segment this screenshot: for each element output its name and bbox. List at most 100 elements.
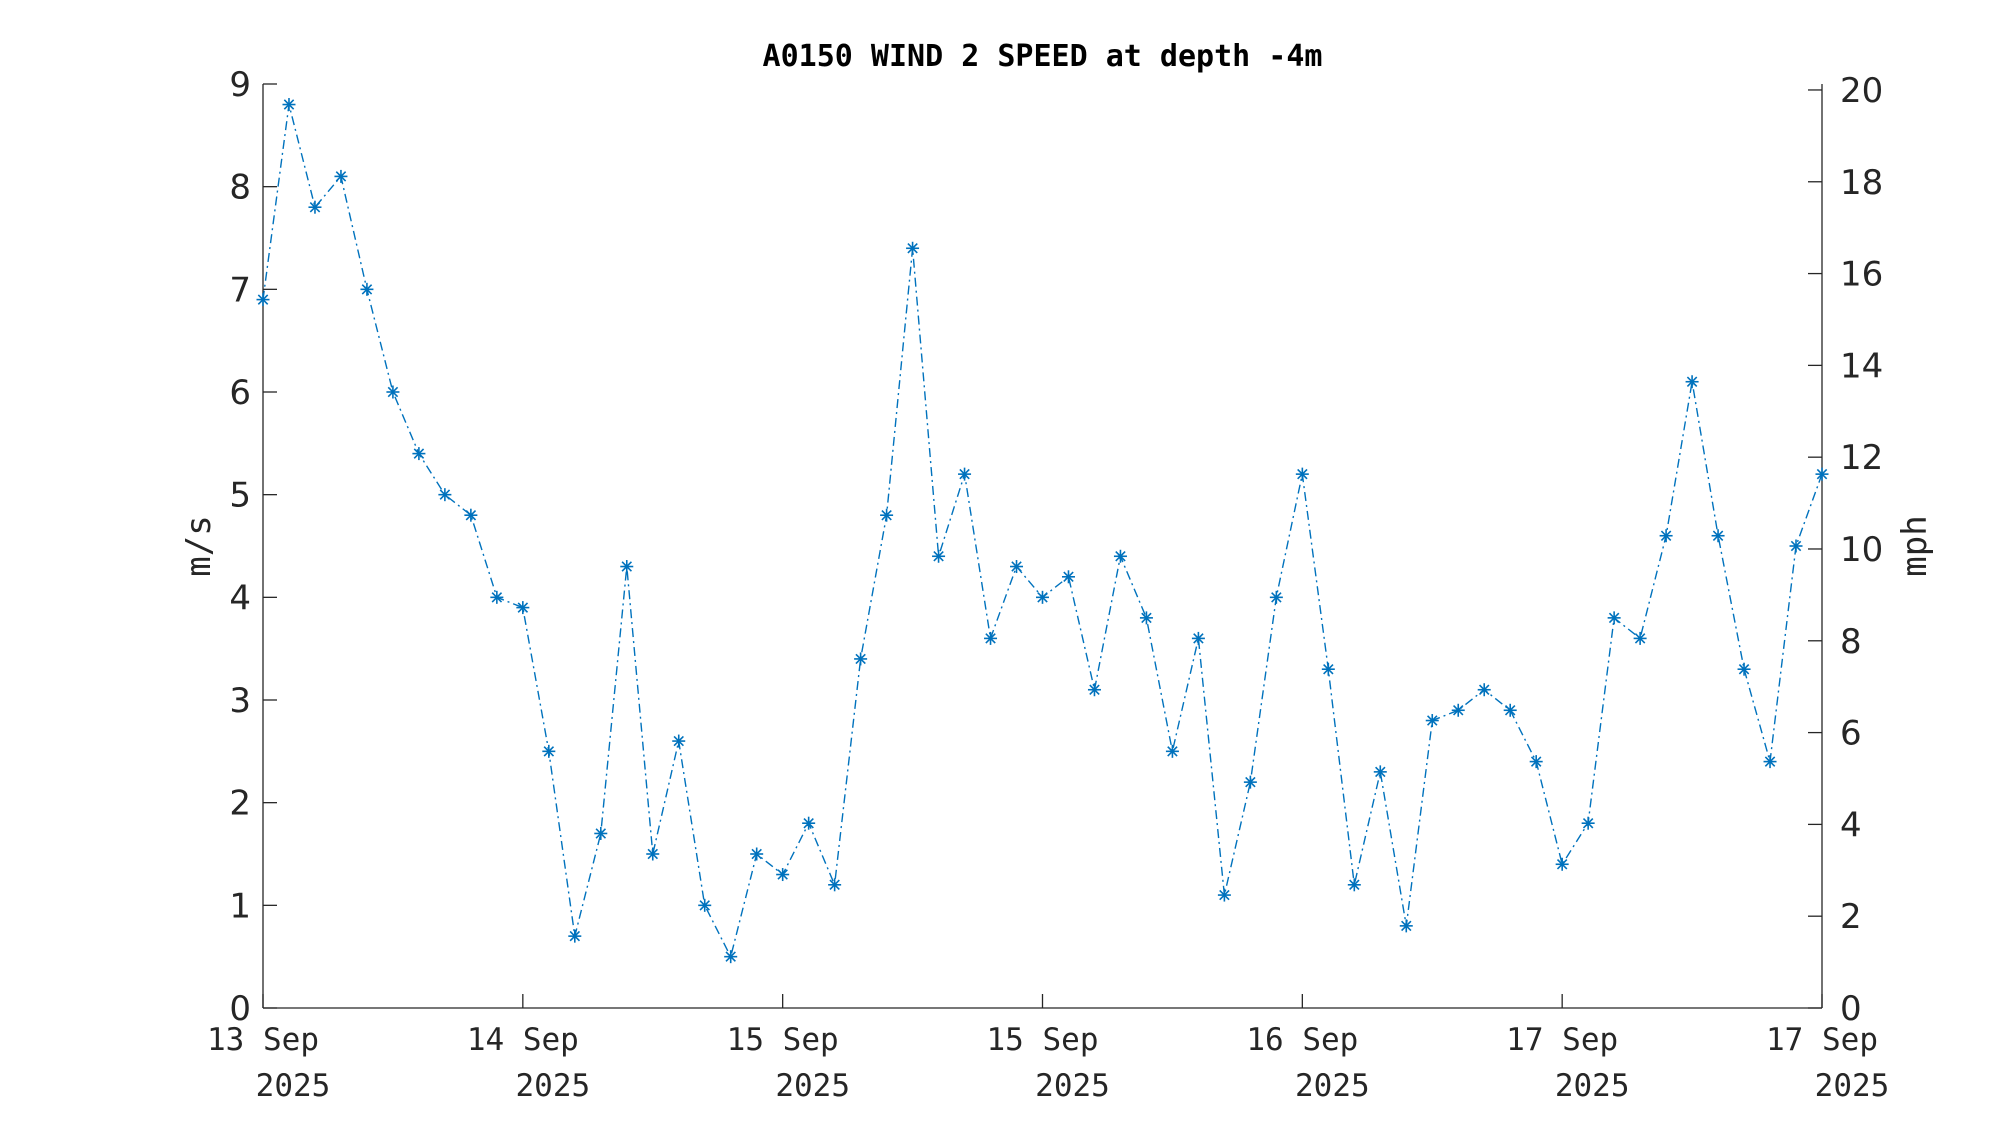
data-point: [906, 241, 920, 255]
data-point: [1555, 857, 1569, 871]
data-point: [880, 508, 894, 522]
data-point: [1789, 539, 1803, 553]
data-point: [542, 744, 556, 758]
data-point: [1659, 529, 1673, 543]
data-point: [1633, 631, 1647, 645]
y-axis-label-left: m/s: [179, 515, 219, 576]
data-point: [256, 293, 270, 307]
data-point: [412, 447, 426, 461]
y-tick-label-left: 6: [229, 373, 251, 413]
x-tick-label-date: 16 Sep: [1246, 1022, 1358, 1058]
data-point: [1087, 683, 1101, 697]
y-tick-label-left: 2: [229, 784, 251, 824]
y-tick-label-left: 3: [229, 681, 251, 721]
x-tick-label-date: 17 Sep: [1766, 1022, 1878, 1058]
data-point: [620, 560, 634, 574]
data-point: [854, 652, 868, 666]
data-point: [776, 868, 790, 882]
y-tick-label-left: 0: [229, 989, 251, 1029]
data-point: [1347, 878, 1361, 892]
y-tick-label-left: 1: [229, 886, 251, 926]
y-tick-label-left: 5: [229, 476, 251, 516]
data-point: [334, 169, 348, 183]
data-point: [1815, 467, 1829, 481]
data-point: [698, 898, 712, 912]
x-tick-label-year: 2025: [1555, 1068, 1630, 1104]
data-point: [828, 878, 842, 892]
data-point: [386, 385, 400, 399]
data-point: [724, 950, 738, 964]
data-point: [1763, 755, 1777, 769]
data-point: [464, 508, 478, 522]
x-tick-label-date: 17 Sep: [1506, 1022, 1618, 1058]
y-tick-label-right: 12: [1840, 438, 1883, 478]
y-tick-label-right: 8: [1840, 622, 1862, 662]
y-tick-label-right: 14: [1840, 346, 1883, 386]
x-tick-label-year: 2025: [516, 1068, 591, 1104]
y-tick-label-right: 2: [1840, 897, 1862, 937]
data-point: [1373, 765, 1387, 779]
y-axis-label-right: mph: [1895, 515, 1935, 576]
data-point: [1295, 467, 1309, 481]
y-tick-label-right: 10: [1840, 530, 1883, 570]
data-point: [1607, 611, 1621, 625]
x-tick-label-year: 2025: [1035, 1068, 1110, 1104]
y-tick-label-right: 4: [1840, 805, 1862, 845]
data-point: [1477, 683, 1491, 697]
y-tick-label-left: 9: [229, 65, 251, 105]
data-point: [932, 549, 946, 563]
data-point: [1711, 529, 1725, 543]
data-point: [568, 929, 582, 943]
data-point: [1010, 560, 1024, 574]
data-point: [1737, 662, 1751, 676]
data-point: [1399, 919, 1413, 933]
y-tick-label-left: 7: [229, 270, 251, 310]
data-point: [360, 282, 374, 296]
data-point: [802, 816, 816, 830]
data-point: [672, 734, 686, 748]
data-point: [750, 847, 764, 861]
data-point: [490, 590, 504, 604]
data-point: [984, 631, 998, 645]
x-tick-label-date: 15 Sep: [727, 1022, 839, 1058]
chart-title: A0150 WIND 2 SPEED at depth -4m: [763, 39, 1323, 74]
data-point: [1113, 549, 1127, 563]
y-tick-label-right: 6: [1840, 714, 1862, 754]
data-point: [438, 488, 452, 502]
x-tick-label-year: 2025: [256, 1068, 331, 1104]
data-point: [1685, 375, 1699, 389]
data-point: [1061, 570, 1075, 584]
data-point: [646, 847, 660, 861]
data-point: [1036, 590, 1049, 604]
x-tick-label-year: 2025: [775, 1068, 850, 1104]
data-point: [1217, 888, 1231, 902]
y-tick-label-right: 20: [1840, 71, 1883, 111]
data-point: [516, 601, 530, 615]
y-tick-label-right: 16: [1840, 255, 1883, 295]
data-point: [958, 467, 972, 481]
series-layer: [256, 98, 1829, 964]
data-point: [1425, 714, 1439, 728]
y-tick-label-left: 8: [229, 168, 251, 208]
data-point: [594, 826, 608, 840]
y-tick-label-right: 18: [1840, 163, 1883, 203]
y-tick-label-right: 0: [1840, 989, 1862, 1029]
data-point: [1321, 662, 1335, 676]
y-tick-label-left: 4: [229, 578, 251, 618]
data-point: [1165, 744, 1179, 758]
x-tick-label-date: 13 Sep: [207, 1022, 319, 1058]
x-tick-label-date: 15 Sep: [987, 1022, 1099, 1058]
x-tick-label-year: 2025: [1815, 1068, 1890, 1104]
data-point: [1191, 631, 1205, 645]
data-point: [1243, 775, 1257, 789]
data-point: [1529, 755, 1543, 769]
data-point: [1269, 590, 1283, 604]
x-tick-label-date: 14 Sep: [467, 1022, 579, 1058]
data-point: [1139, 611, 1153, 625]
data-point: [1451, 703, 1465, 717]
data-point: [1581, 816, 1595, 830]
data-point: [282, 98, 296, 112]
x-tick-label-year: 2025: [1295, 1068, 1370, 1104]
